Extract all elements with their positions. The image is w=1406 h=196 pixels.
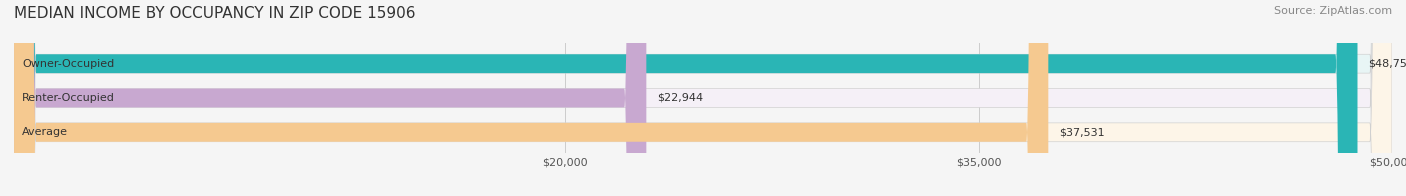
Text: Average: Average — [22, 127, 69, 137]
FancyBboxPatch shape — [14, 0, 1392, 196]
Text: $22,944: $22,944 — [658, 93, 703, 103]
FancyBboxPatch shape — [14, 0, 1049, 196]
Text: Source: ZipAtlas.com: Source: ZipAtlas.com — [1274, 6, 1392, 16]
FancyBboxPatch shape — [14, 0, 647, 196]
Text: $48,750: $48,750 — [1368, 59, 1406, 69]
Text: $37,531: $37,531 — [1059, 127, 1105, 137]
Text: Renter-Occupied: Renter-Occupied — [22, 93, 115, 103]
Text: MEDIAN INCOME BY OCCUPANCY IN ZIP CODE 15906: MEDIAN INCOME BY OCCUPANCY IN ZIP CODE 1… — [14, 6, 416, 21]
FancyBboxPatch shape — [14, 0, 1358, 196]
FancyBboxPatch shape — [14, 0, 1392, 196]
Text: Owner-Occupied: Owner-Occupied — [22, 59, 114, 69]
FancyBboxPatch shape — [14, 0, 1392, 196]
